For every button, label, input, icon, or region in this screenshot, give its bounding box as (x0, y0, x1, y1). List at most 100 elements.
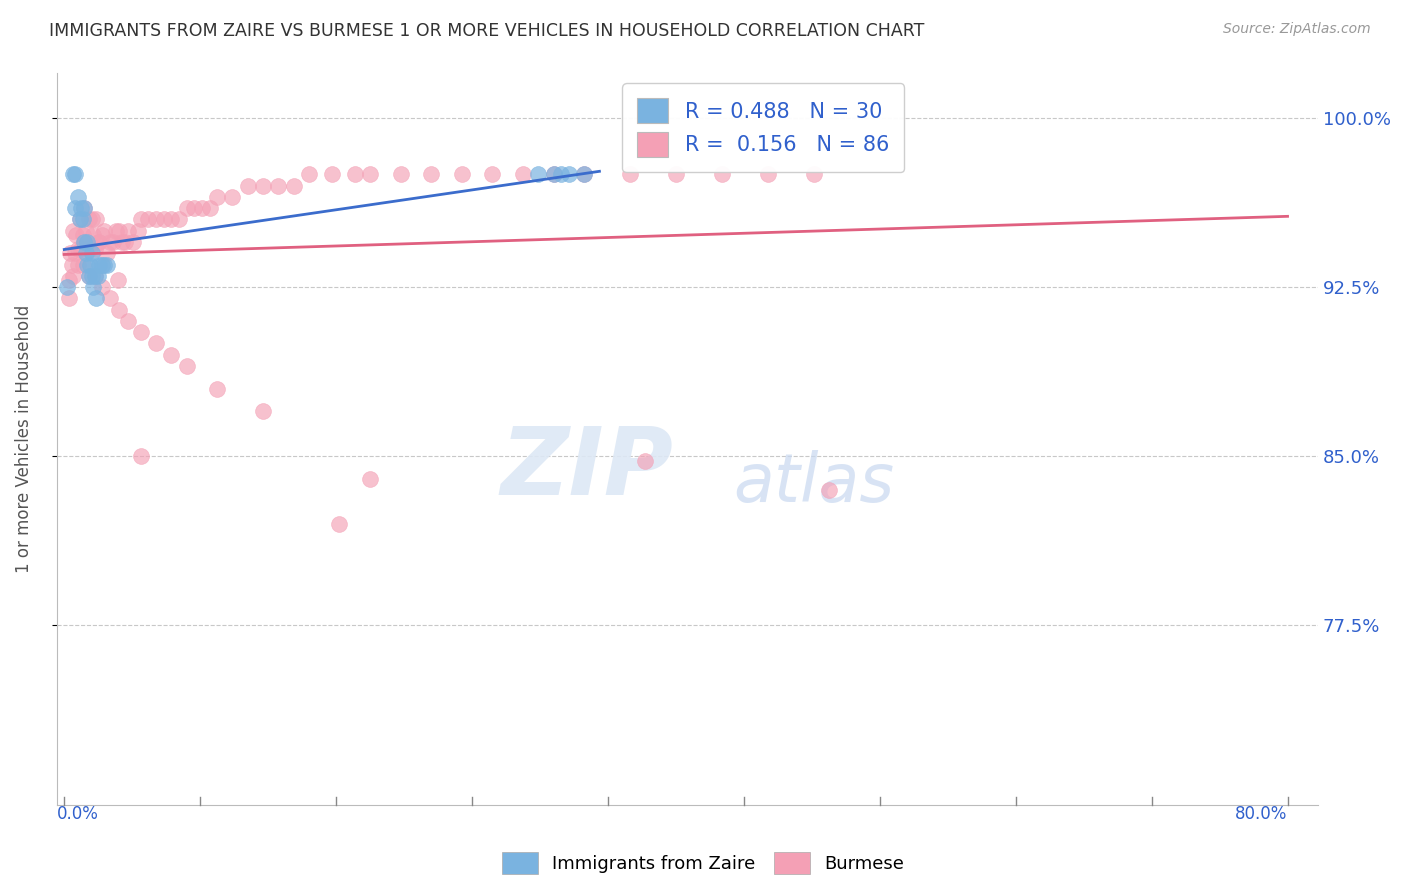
Point (108, 302, 131, 317)
Point (96, 258, 118, 272)
Point (66, 258, 89, 272)
Point (543, 168, 565, 182)
Point (117, 314, 139, 328)
Point (359, 472, 381, 486)
Point (77, 268, 100, 283)
Point (129, 212, 152, 227)
Point (87, 235, 110, 249)
Point (93, 258, 115, 272)
Point (117, 224, 139, 238)
Point (572, 168, 595, 182)
Point (79, 242, 101, 256)
Point (145, 212, 167, 227)
Point (87, 268, 110, 283)
Point (80, 268, 103, 283)
Legend: R = 0.488   N = 30, R =  0.156   N = 86: R = 0.488 N = 30, R = 0.156 N = 86 (623, 83, 904, 172)
Point (665, 168, 688, 182)
Point (450, 168, 472, 182)
Point (129, 449, 152, 463)
Point (58, 273, 80, 287)
Point (89, 235, 111, 249)
Point (252, 404, 274, 418)
Point (62, 224, 84, 238)
Point (82, 280, 104, 294)
Point (183, 201, 205, 215)
Point (86, 212, 108, 227)
Point (572, 168, 595, 182)
Point (66, 190, 89, 204)
Point (63, 246, 86, 260)
Point (65, 228, 87, 243)
Point (160, 212, 183, 227)
Point (76, 235, 98, 249)
Point (75, 224, 97, 238)
Point (558, 168, 581, 182)
Text: atlas: atlas (733, 450, 894, 516)
Point (236, 178, 259, 193)
Point (62, 268, 84, 283)
Point (176, 201, 198, 215)
Point (63, 201, 86, 215)
Point (73, 235, 96, 249)
Point (198, 201, 221, 215)
Point (389, 168, 412, 182)
Point (73, 201, 96, 215)
Point (91, 258, 114, 272)
Point (70, 201, 93, 215)
Point (59, 246, 82, 260)
Point (58, 291, 80, 305)
Point (72, 258, 94, 272)
Text: 0.0%: 0.0% (56, 805, 98, 823)
Point (80, 246, 103, 260)
Point (111, 235, 134, 249)
Point (481, 168, 503, 182)
Point (62, 168, 84, 182)
Point (69, 212, 91, 227)
Text: ZIP: ZIP (501, 423, 673, 515)
Text: IMMIGRANTS FROM ZAIRE VS BURMESE 1 OR MORE VEHICLES IN HOUSEHOLD CORRELATION CHA: IMMIGRANTS FROM ZAIRE VS BURMESE 1 OR MO… (49, 22, 925, 40)
Point (91, 228, 114, 243)
Point (145, 336, 167, 351)
Point (817, 483, 839, 497)
Point (176, 359, 198, 373)
Point (79, 258, 101, 272)
Point (77, 212, 100, 227)
Point (160, 348, 183, 362)
Point (129, 325, 152, 339)
Point (72, 228, 94, 243)
Point (420, 168, 443, 182)
Point (108, 224, 131, 238)
Text: 80.0%: 80.0% (1236, 805, 1288, 823)
Point (205, 382, 228, 396)
Point (127, 224, 149, 238)
Y-axis label: 1 or more Vehicles in Household: 1 or more Vehicles in Household (15, 305, 32, 574)
Point (619, 168, 641, 182)
Point (73, 201, 96, 215)
Point (107, 273, 129, 287)
Point (756, 168, 779, 182)
Point (298, 168, 321, 182)
Point (138, 212, 160, 227)
Point (267, 178, 290, 193)
Point (83, 242, 105, 256)
Point (70, 242, 93, 256)
Point (103, 235, 125, 249)
Point (86, 291, 108, 305)
Point (221, 190, 243, 204)
Point (83, 268, 105, 283)
Point (114, 235, 136, 249)
Point (77, 268, 100, 283)
Point (328, 516, 350, 531)
Point (76, 242, 98, 256)
Point (82, 228, 104, 243)
Point (205, 190, 228, 204)
Point (122, 235, 145, 249)
Point (167, 212, 190, 227)
Point (73, 235, 96, 249)
Point (69, 212, 91, 227)
Point (60, 258, 83, 272)
Point (543, 168, 565, 182)
Point (803, 168, 825, 182)
Point (343, 168, 366, 182)
Point (89, 258, 111, 272)
